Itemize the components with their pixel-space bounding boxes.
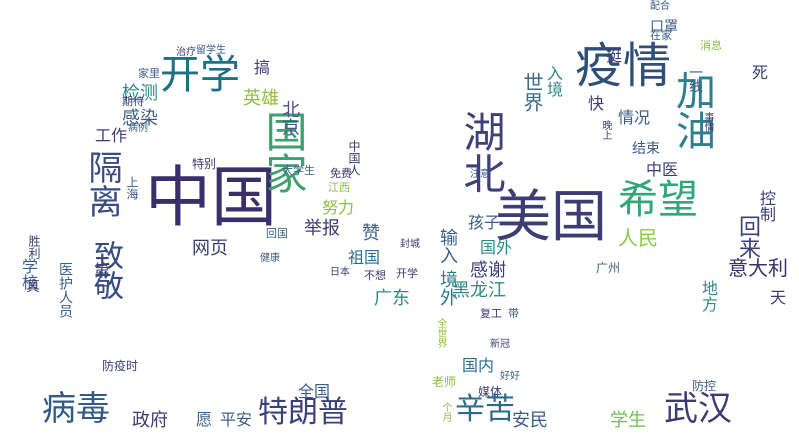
w-zhizai: 致敬 <box>88 240 123 300</box>
w-yingxiong: 英雄 <box>243 88 279 109</box>
w-kouzhao: 口罩 <box>650 19 678 35</box>
w-wuhan: 武汉 <box>664 389 732 429</box>
w-meiguo: 美国 <box>495 185 607 250</box>
w-yidali: 意大利 <box>728 256 788 280</box>
w-wangye: 网页 <box>192 238 228 259</box>
w-yuan: 愿 <box>196 410 213 429</box>
w-xiaoxi: 消息 <box>700 39 722 52</box>
w-zaijia: 在家 <box>650 29 672 42</box>
w-heilongjiang: 黑龙江 <box>452 280 506 301</box>
w-zhuyi: 注意 <box>470 169 490 180</box>
w-jiankang: 健康 <box>260 253 280 264</box>
w-yiqing: 疫情 <box>575 38 672 94</box>
w-zhongguo: 中国 <box>145 159 277 236</box>
w-fugong: 复工 <box>480 307 502 320</box>
w-bingli: 病例 <box>128 123 148 134</box>
w-qingkuang: 情况 <box>618 108 651 127</box>
w-kongzhi: 控制 <box>757 190 776 222</box>
w-kaixue: 开学 <box>160 52 240 98</box>
w-shengli: 胜利 <box>27 235 41 259</box>
w-ganxie: 感谢 <box>470 260 506 281</box>
w-renmin: 人民 <box>618 226 658 250</box>
w-fangkong: 防控 <box>692 379 717 393</box>
w-lao: 老师 <box>432 375 457 389</box>
w-bingdu: 病毒 <box>42 389 110 429</box>
w-jiance: 检测 <box>122 83 158 104</box>
w-xiwang: 希望 <box>618 177 698 223</box>
w-kaixue2: 开学 <box>396 267 418 280</box>
w-te-bie: 特别 <box>192 157 217 171</box>
w-huilai: 回来 <box>735 215 760 259</box>
w-fengcheng: 封城 <box>400 239 420 250</box>
w-huiguo: 回国 <box>266 227 288 240</box>
w-ting: 挺 <box>606 46 623 65</box>
w-jiayou: 加油 <box>669 70 715 150</box>
w-peihe: 配合 <box>650 1 670 12</box>
w-jingwai: 境外 <box>437 270 458 306</box>
w-shiqing: 事情 <box>702 112 713 132</box>
w-si: 死 <box>752 63 769 82</box>
w-beijing: 北京 <box>279 100 300 136</box>
w-zuguo: 祖国 <box>348 248 381 267</box>
w-jiangxi: 江西 <box>328 181 350 194</box>
w-zhiyu: 治疗 <box>176 47 196 58</box>
w-xuexiao: 学校 <box>19 258 38 290</box>
w-guonei: 国内 <box>462 356 495 375</box>
w-zan: 赞 <box>362 223 380 244</box>
w-henhao: 好好 <box>500 371 520 382</box>
w-guowai: 国外 <box>480 238 513 257</box>
w-nuli: 努力 <box>322 198 355 217</box>
w-geli: 隔离 <box>82 150 122 218</box>
w-buxiang: 不想 <box>364 269 386 282</box>
w-tian: 天 <box>770 288 787 307</box>
w-ganran: 感染 <box>122 108 158 129</box>
w-geren: 个月 <box>440 402 451 422</box>
w-yihu: 医护人员 <box>57 262 73 318</box>
w-yixian: 一线 <box>687 65 703 93</box>
w-quanguo: 全国 <box>298 382 331 401</box>
w-zhongguoren: 中国人 <box>347 140 361 176</box>
w-ping-an: 平安 <box>220 410 253 429</box>
w-dai: 带 <box>508 307 519 320</box>
w-anmin: 安民 <box>512 410 548 431</box>
w-qidai: 期待 <box>122 95 144 108</box>
w-hubei: 湖北 <box>457 110 506 194</box>
w-gao: 搞 <box>254 58 271 77</box>
w-guangdong: 广东 <box>374 288 410 309</box>
w-kuai: 快 <box>588 94 605 113</box>
w-rujing: 入境 <box>544 65 563 97</box>
w-haizi: 孩子 <box>468 213 501 232</box>
w-xinguan: 新冠 <box>490 339 510 350</box>
w-riben: 日本 <box>330 267 350 278</box>
w-zhongyi: 中医 <box>646 160 679 179</box>
w-difang: 地方 <box>699 280 718 312</box>
w-guangzhou: 广州 <box>596 261 621 275</box>
w-quanshijie: 全世界 <box>435 318 446 348</box>
w-shijie: 世界 <box>520 72 544 112</box>
w-jubao: 举报 <box>304 218 340 239</box>
w-telangpu: 特朗普 <box>258 395 348 430</box>
w-fangyi: 防疫时 <box>102 359 139 373</box>
w-xuesheng: 学生 <box>610 410 646 431</box>
w-mianfei: 免费 <box>330 167 352 180</box>
w-shanghai: 上海 <box>125 176 139 200</box>
w-wanshang: 晚上 <box>600 120 611 140</box>
w-gongzuo: 工作 <box>95 126 128 145</box>
w-liuxue: 留学生 <box>196 45 226 56</box>
w-xinku: 辛苦 <box>455 392 515 427</box>
w-jiali: 家里 <box>138 67 160 80</box>
w-guojia: 国家 <box>259 110 308 194</box>
w-zhengfu: 政府 <box>132 410 168 431</box>
w-daxuesheng: 大学生 <box>282 164 315 177</box>
w-zhen: 真 <box>26 279 40 295</box>
w-shuru: 输入 <box>437 228 458 264</box>
w-jieshu: 结束 <box>632 141 660 157</box>
w-meiti: 媒体 <box>478 385 503 399</box>
w-diyi: 第一 <box>91 262 110 294</box>
